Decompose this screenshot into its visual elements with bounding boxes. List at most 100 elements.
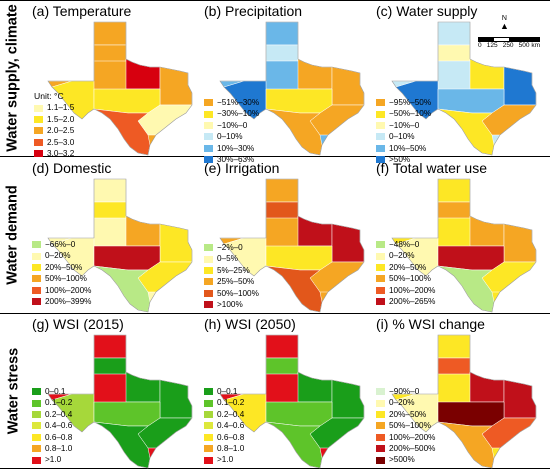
legend-swatch <box>34 104 43 112</box>
legend-label: 0–10% <box>389 132 415 142</box>
legend-swatch <box>204 433 213 441</box>
row-title-demand: Water demand <box>5 184 21 285</box>
map-region <box>437 357 471 375</box>
legend-label: 100%–200% <box>389 285 436 295</box>
map-region <box>437 22 471 46</box>
legend-swatch <box>376 133 385 141</box>
panel-title: (g) WSI (2015) <box>32 316 124 332</box>
legend-item: 25%–50% <box>204 276 259 287</box>
legend-label: 20%–50% <box>389 262 427 272</box>
legend-label: 0.6–0.8 <box>45 432 73 442</box>
legend-item: 200%–500% <box>376 443 435 454</box>
map-region <box>469 371 505 403</box>
legend-item: 50%–100% <box>204 288 259 299</box>
legend-item: 0–10% <box>204 131 259 142</box>
legend-item: 0.8–1.0 <box>204 443 244 454</box>
legend-label: 0–5% <box>217 254 238 264</box>
legend-item: 0.2–0.4 <box>204 409 244 420</box>
legend-label: 0.4–0.6 <box>45 421 73 431</box>
legend-item: >50% <box>376 154 431 165</box>
state-outline <box>47 334 193 469</box>
legend-label: 0.8–1.0 <box>217 444 245 454</box>
panel-title: (f) Total water use <box>376 160 488 176</box>
legend-label: 50%–100% <box>389 274 431 284</box>
panel-title: (b) Precipitation <box>204 3 303 19</box>
legend-label: 20%–50% <box>45 262 83 272</box>
legend-item: >1.0 <box>204 454 244 465</box>
legend-swatch <box>376 99 385 107</box>
map-region <box>93 265 151 312</box>
legend-label: 10%–50% <box>389 143 427 153</box>
legend-item: >100% <box>204 299 259 310</box>
panel-title: (c) Water supply <box>376 3 478 19</box>
legend-item: 0–0.1 <box>32 386 72 397</box>
legend-item: 1.1–1.5 <box>34 102 74 113</box>
legend-item: 50%–100% <box>376 420 435 431</box>
map-panel: (e) Irrigation −2%–0 0–5% 5%–25% 25%–50% 50%–… <box>200 158 372 314</box>
legend-item: −66%–0 <box>32 239 91 250</box>
legend-label: −10%–0 <box>389 120 420 130</box>
map-region <box>93 44 127 62</box>
legend-item: −50%–10% <box>376 108 431 119</box>
legend-label: 10%–30% <box>217 143 255 153</box>
legend-item: −10%–0 <box>376 120 431 131</box>
texas-map <box>219 334 365 469</box>
map-region <box>437 44 471 62</box>
map-region <box>437 108 495 155</box>
legend-swatch <box>204 456 213 464</box>
legend-label: >100% <box>217 300 243 310</box>
texas-map <box>47 21 193 156</box>
legend-label: 0–0.1 <box>45 387 66 396</box>
legend-item: 20%–50% <box>376 262 435 273</box>
legend-label: 30%–63% <box>217 155 255 165</box>
legend-swatch <box>32 286 41 294</box>
row-title-climate: Water supply, climate <box>5 4 21 152</box>
legend-label: 0.1–0.2 <box>45 398 73 408</box>
legend-item: −95%–50% <box>376 97 431 108</box>
row-divider <box>0 313 550 314</box>
legend-swatch <box>204 445 213 453</box>
state-outline <box>391 334 537 469</box>
legend-swatch <box>376 264 385 272</box>
legend-label: 100%–200% <box>45 285 92 295</box>
legend-label: 50%–100% <box>217 288 259 298</box>
legend-swatch <box>32 298 41 306</box>
legend-swatch <box>204 267 213 275</box>
legend-swatch <box>376 388 385 396</box>
legend-swatch <box>376 156 385 164</box>
legend-item: 2.0–2.5 <box>34 125 74 136</box>
state-outline <box>219 334 365 469</box>
texas-map <box>391 178 537 313</box>
legend-swatch <box>376 433 385 441</box>
legend-swatch <box>34 138 43 146</box>
legend-swatch <box>376 298 385 306</box>
legend-swatch <box>204 301 213 309</box>
map-region <box>437 179 471 203</box>
legend-swatch <box>204 388 213 396</box>
legend-label: 200%–500% <box>389 444 436 454</box>
legend-item: 0–10% <box>376 131 431 142</box>
panel-title: (h) WSI (2050) <box>204 316 296 332</box>
legend-swatch <box>204 399 213 407</box>
legend-swatch <box>34 150 43 158</box>
legend-swatch <box>376 252 385 260</box>
legend-item: 200%–265% <box>376 296 435 307</box>
legend-label: 0.4–0.6 <box>217 421 245 431</box>
state-outline <box>391 178 537 313</box>
map-panel: (i) % WSI change −90%–0 0–20% 20%–50% 50%–10… <box>372 314 544 470</box>
legend-swatch <box>32 456 41 464</box>
map-region <box>297 215 333 247</box>
legend-swatch <box>204 422 213 430</box>
legend-swatch <box>32 433 41 441</box>
scale-tick-label: 0 <box>478 42 482 49</box>
legend-item: 50%–100% <box>32 273 91 284</box>
legend-label: 1.5–2.0 <box>47 114 75 124</box>
legend-swatch <box>376 275 385 283</box>
legend-swatch <box>204 110 213 118</box>
legend-label: −48%–0 <box>389 240 420 249</box>
legend-label: 0.2–0.4 <box>45 409 73 419</box>
legend-item: 0–5% <box>204 253 259 264</box>
map-panel: (c) Water supply −95%–50% −50%–10% −10%–0 0–… <box>372 1 544 164</box>
panel-title: (a) Temperature <box>32 3 132 19</box>
state-outline <box>219 178 365 313</box>
